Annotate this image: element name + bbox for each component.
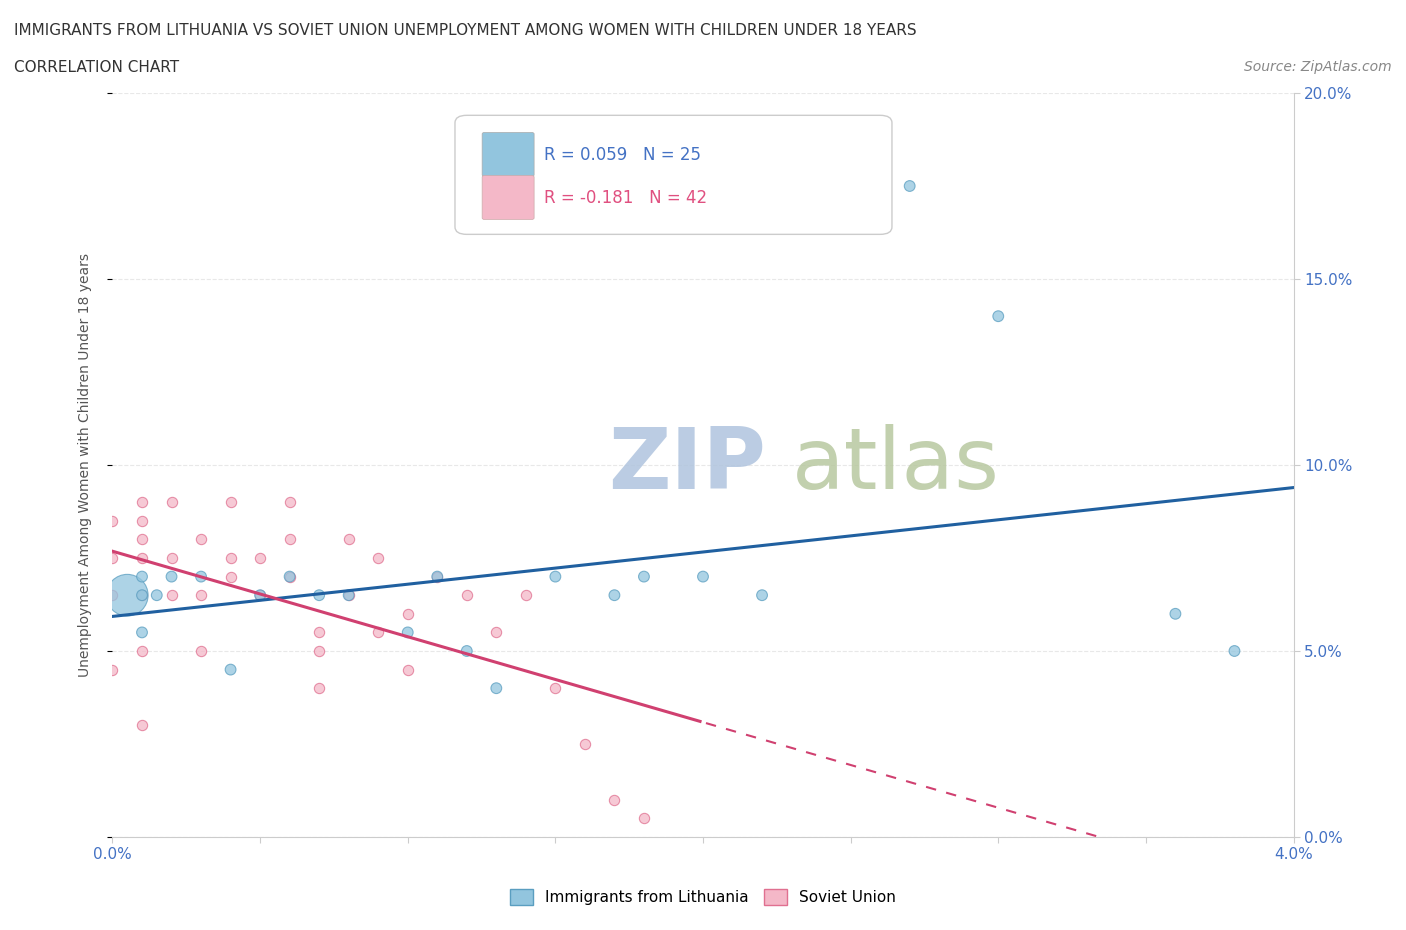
Point (190, 588, 212, 603)
Point (485, 681, 508, 696)
Point (249, 551, 271, 565)
FancyBboxPatch shape (456, 115, 891, 234)
Point (456, 644, 478, 658)
Point (751, 588, 773, 603)
Point (308, 625, 330, 640)
Text: ZIP: ZIP (609, 423, 766, 507)
Y-axis label: Unemployment Among Women with Children Under 18 years: Unemployment Among Women with Children U… (77, 253, 91, 677)
Point (278, 569, 301, 584)
Point (278, 569, 301, 584)
Point (574, 737, 596, 751)
Point (337, 588, 360, 603)
Point (544, 681, 567, 696)
Point (249, 588, 271, 603)
Point (160, 569, 183, 584)
Point (131, 644, 153, 658)
Text: Source: ZipAtlas.com: Source: ZipAtlas.com (1244, 60, 1392, 74)
Point (396, 662, 419, 677)
Point (426, 569, 449, 584)
Point (692, 569, 714, 584)
Point (146, 588, 169, 603)
Point (190, 569, 212, 584)
Point (633, 569, 655, 584)
Text: atlas: atlas (792, 423, 1000, 507)
FancyBboxPatch shape (482, 132, 534, 177)
Point (367, 551, 389, 565)
Text: IMMIGRANTS FROM LITHUANIA VS SOVIET UNION UNEMPLOYMENT AMONG WOMEN WITH CHILDREN: IMMIGRANTS FROM LITHUANIA VS SOVIET UNIO… (14, 23, 917, 38)
Point (278, 532, 301, 547)
Text: R = 0.059   N = 25: R = 0.059 N = 25 (544, 146, 700, 164)
Point (603, 588, 626, 603)
Point (219, 569, 242, 584)
Point (160, 551, 183, 565)
Point (308, 588, 330, 603)
FancyBboxPatch shape (482, 176, 534, 219)
Point (308, 681, 330, 696)
Point (160, 495, 183, 510)
Point (101, 513, 124, 528)
Point (131, 588, 153, 603)
Point (131, 532, 153, 547)
Point (131, 588, 153, 603)
Point (633, 811, 655, 826)
Point (278, 495, 301, 510)
Point (426, 569, 449, 584)
Point (117, 588, 138, 603)
Point (160, 588, 183, 603)
Point (987, 309, 1010, 324)
Point (456, 588, 478, 603)
Point (131, 551, 153, 565)
Point (485, 625, 508, 640)
Point (131, 569, 153, 584)
Point (396, 606, 419, 621)
Point (337, 532, 360, 547)
Point (337, 588, 360, 603)
Point (219, 551, 242, 565)
Point (898, 179, 921, 193)
Point (131, 495, 153, 510)
Point (1164, 606, 1187, 621)
Point (101, 588, 124, 603)
Point (367, 625, 389, 640)
Point (249, 588, 271, 603)
Point (396, 625, 419, 640)
Point (219, 662, 242, 677)
Point (131, 513, 153, 528)
Point (308, 644, 330, 658)
Point (131, 625, 153, 640)
Point (101, 662, 124, 677)
Point (101, 551, 124, 565)
Text: CORRELATION CHART: CORRELATION CHART (14, 60, 179, 75)
Point (515, 588, 537, 603)
Legend: Immigrants from Lithuania, Soviet Union: Immigrants from Lithuania, Soviet Union (503, 883, 903, 911)
Point (190, 532, 212, 547)
Point (603, 792, 626, 807)
Text: R = -0.181   N = 42: R = -0.181 N = 42 (544, 189, 707, 206)
Point (544, 569, 567, 584)
Point (190, 644, 212, 658)
Point (131, 718, 153, 733)
Point (1223, 644, 1246, 658)
Point (219, 495, 242, 510)
